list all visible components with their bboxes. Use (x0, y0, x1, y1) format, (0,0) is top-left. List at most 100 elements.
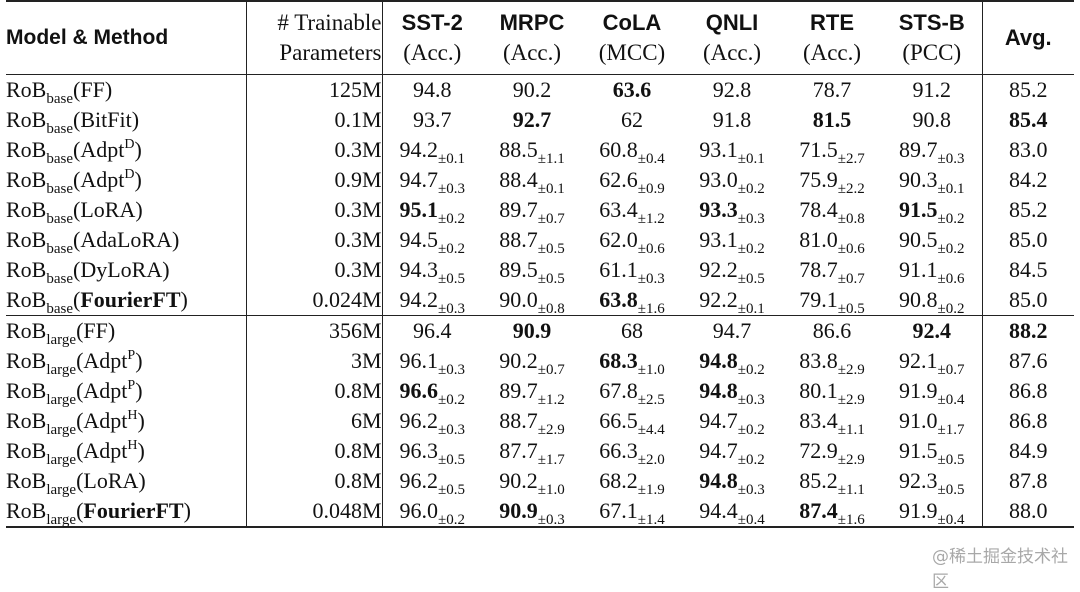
metric-cell: 86.6 (782, 316, 882, 347)
metric-std: ±1.7 (537, 452, 565, 468)
metric-value: 80.1 (799, 378, 838, 403)
metric-cell: 90.3±0.1 (882, 165, 983, 197)
avg-value: 85.2 (1009, 197, 1048, 222)
metric-std: ±0.6 (837, 241, 865, 257)
table-row: RoBbase(LoRA) 0.3M 95.1±0.2 89.7±0.7 63.4±1.… (6, 195, 1074, 227)
metric-value: 90.9 (512, 318, 552, 343)
avg-value: 86.8 (1009, 408, 1048, 433)
avg-cell: 83.0 (982, 135, 1074, 165)
metric-value: 94.8 (699, 378, 738, 403)
trainable-params-cell: 125M (246, 74, 383, 105)
model-size-subscript: large (46, 482, 77, 498)
metric-std: ±0.2 (737, 452, 765, 468)
avg-cell: 85.2 (982, 75, 1074, 106)
model-name: RoB (6, 257, 47, 282)
metric-cell: 94.2±0.3 (382, 285, 482, 317)
trainable-params-cell: 0.8M (246, 466, 383, 496)
model-method-cell: RoBbase(AdptD) (6, 165, 247, 197)
metric-cell: 94.7±0.2 (682, 436, 782, 468)
table-row: RoBbase(AdptD) 0.3M 94.2±0.1 88.5±1.1 60.8±0… (6, 135, 1074, 167)
metric-cell: 89.7±0.7 (482, 195, 582, 227)
avg-header: Avg. (982, 0, 1074, 75)
metric-cell: 63.8±1.6 (582, 285, 682, 317)
metric-std: ±0.2 (937, 241, 965, 257)
metric-cell: 75.9±2.2 (782, 165, 882, 197)
metric-std: ±0.1 (737, 301, 765, 317)
trainable-params-cell: 0.048M (246, 496, 383, 528)
model-size-subscript: base (46, 211, 74, 227)
avg-cell: 87.6 (982, 346, 1074, 376)
trainable-params-cell: 0.3M (246, 195, 383, 225)
metric-std: ±0.7 (537, 362, 565, 378)
method-name: DyLoRA (80, 257, 163, 282)
metric-unit: (Acc.) (702, 40, 762, 65)
model-size-subscript: base (46, 91, 74, 107)
model-method-cell: RoBbase(FF) (6, 74, 247, 107)
metric-unit: (Acc.) (802, 40, 862, 65)
metric-std: ±0.3 (537, 512, 565, 528)
metric-std: ±0.3 (637, 271, 665, 287)
avg-cell: 85.0 (982, 285, 1074, 316)
trainable-params-cell: 0.9M (246, 165, 383, 195)
metric-cell: 62 (582, 105, 682, 135)
metric-cell: 91.1±0.6 (882, 255, 983, 287)
metric-cell: 63.6 (582, 75, 682, 106)
row-group: RoBbase(FF) 125M 94.8 90.2 63.6 92.8 78.7 91.2 8… (6, 74, 1074, 317)
metric-std: ±2.9 (837, 362, 865, 378)
model-name: RoB (6, 408, 47, 433)
metric-value: 94.8 (699, 468, 738, 493)
avg-value: 83.0 (1009, 137, 1048, 162)
metric-name: QNLI (705, 10, 759, 35)
metric-value: 96.2 (399, 408, 439, 433)
metric-value: 94.2 (399, 137, 439, 162)
metric-std: ±0.2 (937, 211, 965, 227)
trainable-params-cell: 3M (246, 346, 383, 376)
metric-header-mrpc: MRPC (Acc.) (482, 0, 582, 75)
metric-cell: 96.0±0.2 (382, 496, 482, 528)
metric-std: ±0.6 (637, 241, 665, 257)
metric-cell: 94.2±0.1 (382, 135, 482, 167)
model-method-header: Model & Method (6, 0, 247, 75)
model-name: RoB (6, 378, 47, 403)
metric-value: 94.8 (699, 348, 738, 373)
metric-cell: 94.8 (382, 75, 482, 106)
model-name: RoB (6, 468, 47, 493)
metric-cell: 71.5±2.7 (782, 135, 882, 167)
metric-std: ±1.1 (537, 151, 565, 167)
metric-value: 68.3 (599, 348, 638, 373)
table-header: Model & Method # Trainable Parameters SS… (6, 0, 1074, 75)
avg-value: 84.2 (1009, 167, 1048, 192)
metric-std: ±0.3 (737, 482, 765, 498)
table-row: RoBlarge(AdptH) 6M 96.2±0.3 88.7±2.9 66.5±4.… (6, 406, 1074, 438)
metric-std: ±0.5 (937, 482, 965, 498)
metric-cell: 78.7±0.7 (782, 255, 882, 287)
method-name: Adpt (83, 378, 128, 403)
metric-cell: 90.8 (882, 105, 983, 135)
results-table: Model & Method # Trainable Parameters SS… (6, 0, 1074, 528)
metric-cell: 96.6±0.2 (382, 376, 482, 408)
metric-value: 94.7 (712, 318, 752, 343)
metric-cell: 90.0±0.8 (482, 285, 582, 317)
trainable-params-cell: 0.3M (246, 225, 383, 255)
metric-value: 96.3 (399, 438, 439, 463)
metric-std: ±0.5 (438, 452, 465, 468)
avg-cell: 84.9 (982, 436, 1074, 466)
metric-value: 93.1 (699, 137, 738, 162)
method-name: Adpt (80, 167, 125, 192)
metric-std: ±1.2 (637, 211, 665, 227)
method-superscript: P (127, 348, 136, 363)
metric-std: ±0.4 (737, 512, 765, 528)
model-size-subscript: large (46, 512, 77, 528)
metric-value: 63.8 (599, 287, 638, 312)
row-group: RoBlarge(FF) 356M 96.4 90.9 68 94.7 86.6 92.4 88… (6, 315, 1074, 528)
model-name: RoB (6, 438, 47, 463)
method-superscript: H (127, 408, 138, 423)
avg-value: 85.2 (1009, 77, 1048, 102)
metric-cell: 89.7±0.3 (882, 135, 983, 167)
model-method-cell: RoBbase(DyLoRA) (6, 255, 247, 287)
metric-value: 92.4 (912, 318, 952, 343)
metric-cell: 89.7±1.2 (482, 376, 582, 408)
avg-value: 87.6 (1009, 348, 1048, 373)
avg-cell: 87.8 (982, 466, 1074, 496)
metric-cell: 90.9 (482, 316, 582, 347)
